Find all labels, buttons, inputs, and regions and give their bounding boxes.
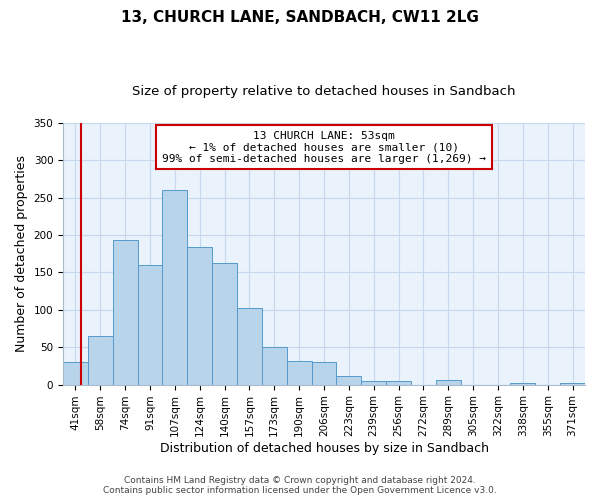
Bar <box>63 362 88 384</box>
Bar <box>163 190 187 384</box>
Bar <box>88 336 113 384</box>
Text: Contains HM Land Registry data © Crown copyright and database right 2024.
Contai: Contains HM Land Registry data © Crown c… <box>103 476 497 495</box>
Text: 13, CHURCH LANE, SANDBACH, CW11 2LG: 13, CHURCH LANE, SANDBACH, CW11 2LG <box>121 10 479 25</box>
Bar <box>311 362 337 384</box>
Y-axis label: Number of detached properties: Number of detached properties <box>15 155 28 352</box>
Bar <box>287 360 311 384</box>
X-axis label: Distribution of detached houses by size in Sandbach: Distribution of detached houses by size … <box>160 442 488 455</box>
Bar <box>560 383 585 384</box>
Bar <box>237 308 262 384</box>
Bar <box>113 240 137 384</box>
Text: 13 CHURCH LANE: 53sqm
← 1% of detached houses are smaller (10)
99% of semi-detac: 13 CHURCH LANE: 53sqm ← 1% of detached h… <box>162 130 486 164</box>
Bar <box>137 265 163 384</box>
Bar <box>511 383 535 384</box>
Bar <box>187 247 212 384</box>
Bar <box>361 381 386 384</box>
Bar <box>337 376 361 384</box>
Title: Size of property relative to detached houses in Sandbach: Size of property relative to detached ho… <box>132 85 516 98</box>
Bar <box>436 380 461 384</box>
Bar <box>386 381 411 384</box>
Bar <box>212 262 237 384</box>
Bar <box>262 347 287 385</box>
